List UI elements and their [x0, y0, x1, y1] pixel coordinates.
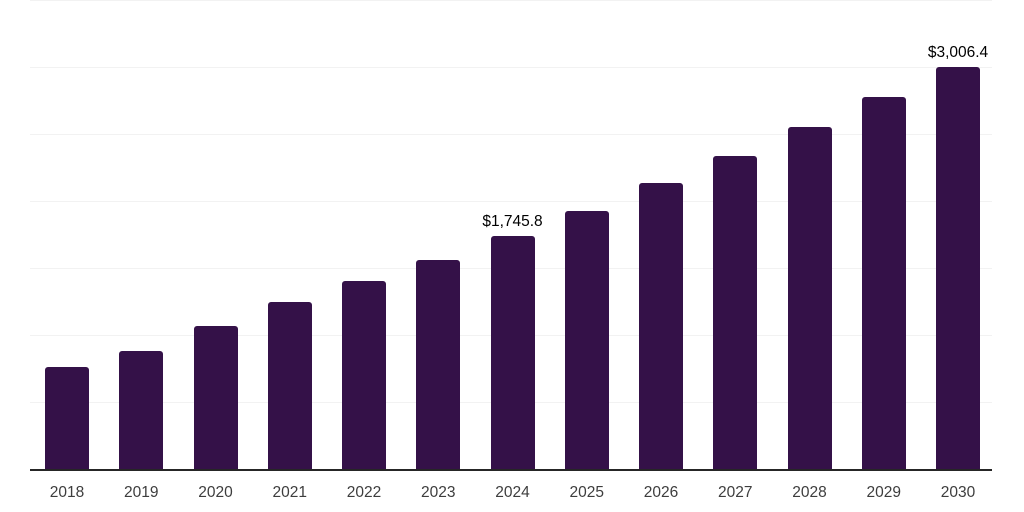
- bar-2018: [45, 366, 89, 470]
- gridline-2500: [30, 134, 992, 135]
- gridline-3500: [30, 0, 992, 1]
- gridline-3000: [30, 67, 992, 68]
- x-tick-2026: 2026: [643, 484, 679, 501]
- bar-2029: [861, 96, 906, 470]
- x-tick-2025: 2025: [569, 484, 604, 501]
- gridline-2000: [30, 201, 992, 202]
- x-tick-2024: 2024: [495, 484, 530, 501]
- data-label-2030: $3,006.4: [927, 43, 989, 61]
- bar-2022: [342, 281, 386, 470]
- x-tick-2027: 2027: [718, 484, 753, 501]
- x-tick-2023: 2023: [421, 484, 456, 501]
- bar-2027: [713, 155, 758, 470]
- x-axis-line: [30, 469, 992, 471]
- data-label-2024: $1,745.8: [482, 212, 543, 230]
- bar-2026: [639, 183, 683, 470]
- x-tick-2030: 2030: [940, 484, 976, 501]
- x-tick-2021: 2021: [272, 484, 307, 501]
- x-tick-2018: 2018: [49, 484, 85, 501]
- plot-area: $1,745.8 $3,006.4: [30, 0, 992, 471]
- bar-2019: [119, 350, 164, 470]
- bar-2025: [564, 210, 609, 470]
- x-tick-2028: 2028: [792, 484, 827, 501]
- bar-2020: [193, 325, 238, 470]
- x-tick-2019: 2019: [124, 484, 159, 501]
- bar-2028: [787, 126, 832, 470]
- x-tick-2022: 2022: [346, 484, 382, 501]
- bar-2023: [416, 260, 461, 470]
- x-axis-tick-labels: 2018 2019 2020 2021 2022 2023 2024 2025 2026 2027…: [30, 471, 992, 511]
- bar-2021: [267, 301, 312, 470]
- bar-2024: [490, 236, 535, 470]
- bar-2030: [936, 67, 980, 470]
- x-tick-2029: 2029: [866, 484, 901, 501]
- x-tick-2020: 2020: [198, 484, 233, 501]
